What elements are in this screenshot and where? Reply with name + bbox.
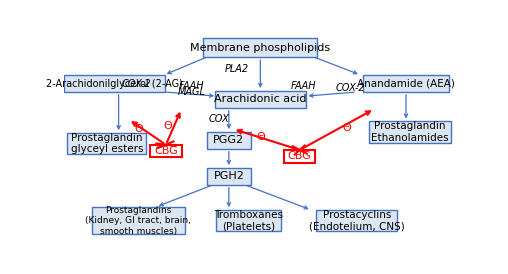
Text: PGG2: PGG2 xyxy=(213,135,244,145)
Text: Anandamide (AEA): Anandamide (AEA) xyxy=(357,79,455,89)
FancyBboxPatch shape xyxy=(92,207,184,234)
Text: Tromboxanes
(Platelets): Tromboxanes (Platelets) xyxy=(214,210,283,232)
FancyBboxPatch shape xyxy=(65,75,165,92)
Text: Θ: Θ xyxy=(256,132,265,142)
FancyBboxPatch shape xyxy=(363,75,449,92)
FancyBboxPatch shape xyxy=(150,145,182,157)
Text: COX-2: COX-2 xyxy=(336,83,366,93)
Text: COX-2: COX-2 xyxy=(121,79,151,89)
FancyBboxPatch shape xyxy=(316,210,397,231)
FancyBboxPatch shape xyxy=(369,121,451,142)
Text: PLA2: PLA2 xyxy=(225,64,249,74)
Text: Θ: Θ xyxy=(164,121,172,131)
Text: CBG: CBG xyxy=(288,151,311,161)
Text: Θ: Θ xyxy=(134,124,143,134)
Text: COX: COX xyxy=(209,114,230,124)
Text: PGH2: PGH2 xyxy=(213,171,244,181)
FancyBboxPatch shape xyxy=(207,168,250,185)
FancyBboxPatch shape xyxy=(68,133,146,154)
Text: Prostacyclins
(Endotelium, CNS): Prostacyclins (Endotelium, CNS) xyxy=(309,210,405,232)
Text: Prostaglandin
glyceyl esters: Prostaglandin glyceyl esters xyxy=(71,133,143,155)
Text: FAAH: FAAH xyxy=(179,81,204,91)
FancyBboxPatch shape xyxy=(207,132,250,149)
Text: Membrane phospholipids: Membrane phospholipids xyxy=(190,43,330,53)
Text: Θ: Θ xyxy=(342,123,352,133)
Text: Arachidonic acid: Arachidonic acid xyxy=(214,94,307,104)
FancyBboxPatch shape xyxy=(284,150,315,163)
Text: Prostaglandin
Ethanolamides: Prostaglandin Ethanolamides xyxy=(371,121,449,143)
Text: Prostaglandins
(Kidney, GI tract, brain,
smooth muscles): Prostaglandins (Kidney, GI tract, brain,… xyxy=(85,206,191,236)
Text: 2-Arachidonilglycerol (2-AG): 2-Arachidonilglycerol (2-AG) xyxy=(46,79,183,89)
FancyBboxPatch shape xyxy=(215,91,306,108)
Text: CBG: CBG xyxy=(154,146,178,156)
FancyBboxPatch shape xyxy=(216,210,281,231)
Text: FAAH: FAAH xyxy=(291,81,316,91)
Text: MAGL: MAGL xyxy=(177,87,205,97)
FancyBboxPatch shape xyxy=(203,38,318,57)
